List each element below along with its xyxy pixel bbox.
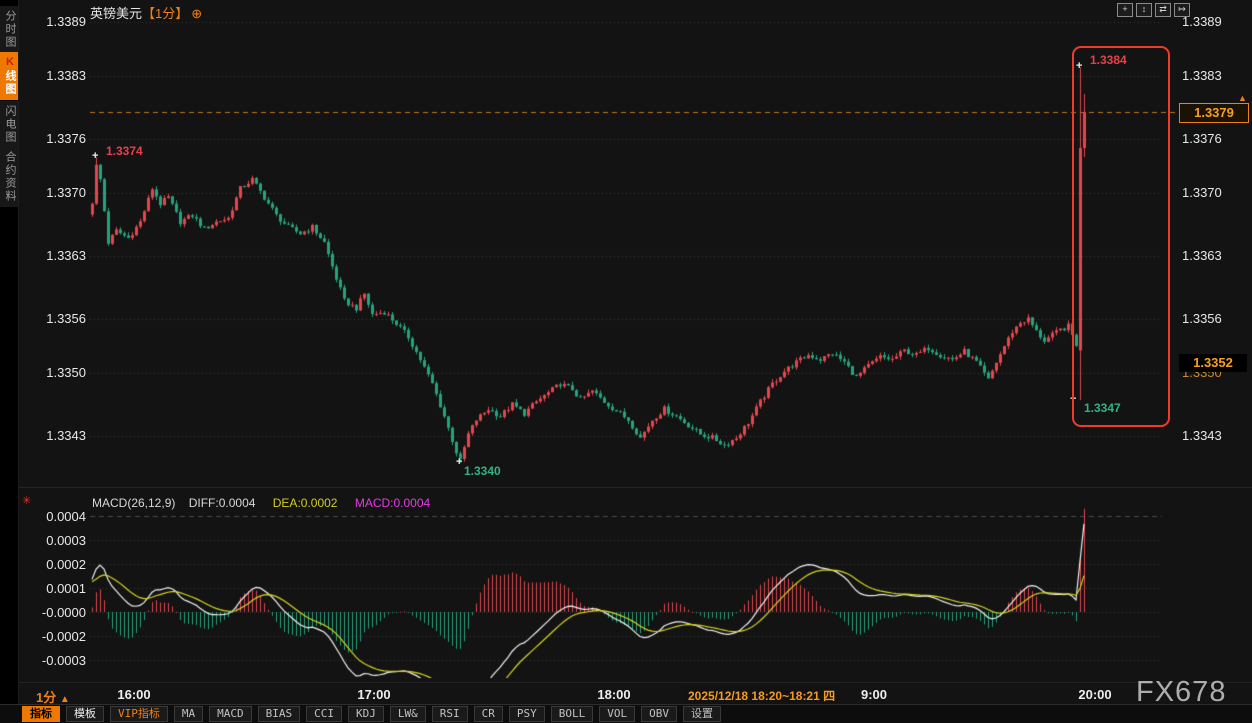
macd-diff-value: DIFF:0.0004: [188, 496, 256, 510]
macd-axis-label: -0.0002: [41, 629, 86, 644]
symbol-name: 英镑美元: [90, 6, 143, 21]
price-up-arrow-icon: ▲: [1238, 93, 1247, 103]
left-sidebar: 分时图 K线图 闪电图 合约资料: [0, 0, 19, 722]
sidebar-item-kline-chart[interactable]: K线图: [0, 52, 18, 100]
price-axis-label: 1.3363: [1182, 248, 1222, 263]
tab-macd[interactable]: MACD: [209, 706, 252, 722]
price-axis-label: 1.3356: [1182, 311, 1222, 326]
crosshair-icon[interactable]: +: [1117, 3, 1133, 17]
price-axis-label: 1.3389: [1182, 14, 1222, 29]
time-tick: 16:00: [117, 687, 151, 702]
macd-axis-label: 0.0004: [46, 509, 86, 524]
spike-low-label: 1.3347: [1084, 401, 1121, 415]
tab-indicator[interactable]: 指标: [22, 706, 60, 722]
chart-title: 英镑美元【1分】 ⊕: [90, 3, 202, 22]
price-axis-label: 1.3370: [46, 185, 86, 200]
secondary-price-badge: 1.3352: [1179, 354, 1247, 372]
tab-bias[interactable]: BIAS: [257, 706, 301, 722]
tab-template[interactable]: 模板: [66, 706, 104, 722]
macd-value: MACD:0.0004: [354, 496, 431, 510]
tab-obv[interactable]: OBV: [641, 706, 677, 722]
sidebar-item-time-chart[interactable]: 分时图: [0, 6, 18, 53]
time-tick: 20:00: [1078, 687, 1112, 702]
price-axis-label: 1.3343: [46, 428, 86, 443]
pan-right-icon[interactable]: ↦: [1174, 3, 1190, 17]
macd-name: MACD(26,12,9): [92, 496, 176, 510]
macd-dea-value: DEA:0.0002: [272, 496, 338, 510]
price-axis-label: 1.3383: [1182, 68, 1222, 83]
tab-vol[interactable]: VOL: [599, 706, 636, 722]
macd-axis-label: 0.0001: [46, 581, 86, 596]
spike-highlight-box: [1072, 46, 1170, 427]
tab-kdj[interactable]: KDJ: [348, 706, 384, 722]
price-axis-label: 1.3350: [46, 365, 86, 380]
sidebar-item-contract-info[interactable]: 合约资料: [0, 147, 18, 207]
tab-ma[interactable]: MA: [173, 706, 204, 722]
fx678-watermark: FX678: [1136, 676, 1227, 708]
period-selector[interactable]: 1分 ▲: [36, 687, 70, 706]
tab-settings[interactable]: 设置: [683, 706, 721, 722]
price-axis-label: 1.3343: [1182, 428, 1222, 443]
tab-cci[interactable]: CCI: [306, 706, 342, 722]
crosshair-time-tooltip: 2025/12/18 18:20~18:21 四: [683, 686, 841, 705]
macd-axis-label: 0.0003: [46, 533, 86, 548]
price-axis-label: 1.3356: [46, 311, 86, 326]
indicator-toolbar: 指标 模板 VIP指标 MA MACD BIAS CCI KDJ LW& RSI…: [0, 704, 1252, 723]
time-tick: 18:00: [597, 687, 631, 702]
session-low-label: 1.3340: [464, 464, 501, 478]
session-low-cross: +: [456, 456, 463, 468]
time-tick: 17:00: [357, 687, 391, 702]
tab-boll[interactable]: BOLL: [550, 706, 594, 722]
panel-divider: [18, 487, 1252, 488]
fit-vertical-icon[interactable]: ↕: [1136, 3, 1152, 17]
chart-controls: + ↕ ⇄ ↦: [1117, 3, 1190, 17]
period-tag: 【1分】: [142, 6, 189, 21]
macd-settings-icon[interactable]: ✳: [22, 495, 32, 507]
price-axis-label: 1.3363: [46, 248, 86, 263]
xaxis-divider: [18, 682, 1252, 683]
price-axis-label: 1.3376: [1182, 131, 1222, 146]
price-axis-label: 1.3389: [46, 14, 86, 29]
session-high-label: 1.3374: [106, 144, 143, 158]
tab-cr[interactable]: CR: [473, 706, 503, 722]
tab-lwr[interactable]: LW&: [389, 706, 426, 722]
tab-vip-indicator[interactable]: VIP指标: [110, 706, 168, 722]
chevron-up-icon: ▲: [59, 694, 70, 705]
fit-horizontal-icon[interactable]: ⇄: [1155, 3, 1171, 17]
spike-high-label: 1.3384: [1090, 53, 1127, 67]
time-tick-partial: 9:00: [861, 687, 888, 702]
tab-rsi[interactable]: RSI: [431, 706, 468, 722]
add-indicator-icon[interactable]: ⊕: [191, 6, 203, 21]
price-axis-label: 1.3376: [46, 131, 86, 146]
macd-header: MACD(26,12,9) DIFF:0.0004 DEA:0.0002 MAC…: [92, 496, 430, 510]
high-marker-cross: +: [92, 150, 99, 162]
period-selector-label: 1分: [36, 690, 57, 705]
spike-high-cross: +: [1076, 60, 1083, 72]
macd-axis-label: -0.0003: [41, 653, 86, 668]
current-price-badge: 1.3379: [1179, 103, 1249, 123]
macd-axis-label: -0.0000: [41, 605, 86, 620]
macd-axis-label: 0.0002: [46, 557, 86, 572]
price-axis-label: 1.3370: [1182, 185, 1222, 200]
tab-psy[interactable]: PSY: [508, 706, 545, 722]
price-axis-label: 1.3383: [46, 68, 86, 83]
sidebar-item-lightning-chart[interactable]: 闪电图: [0, 101, 18, 148]
